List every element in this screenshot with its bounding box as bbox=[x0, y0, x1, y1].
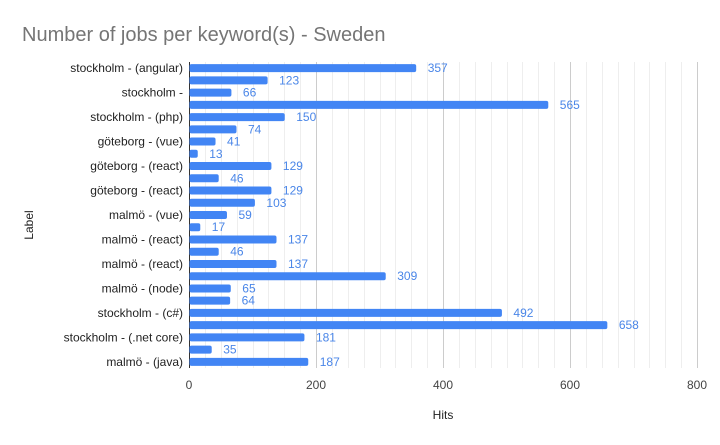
data-label: 129 bbox=[283, 184, 303, 198]
bar bbox=[189, 211, 227, 219]
category-label: göteborg - (react) bbox=[90, 159, 183, 173]
bar bbox=[189, 137, 216, 146]
bar bbox=[189, 308, 502, 317]
x-tick-label: 0 bbox=[186, 378, 193, 392]
bar bbox=[189, 235, 277, 244]
bar bbox=[189, 64, 417, 73]
chart-title: Number of jobs per keyword(s) - Sweden bbox=[22, 24, 385, 46]
data-label: 59 bbox=[238, 208, 252, 222]
category-label: malmö - (vue) bbox=[109, 208, 183, 222]
category-label: stockholm - bbox=[122, 86, 183, 100]
bar bbox=[189, 125, 237, 134]
bar bbox=[189, 113, 285, 122]
bar bbox=[189, 284, 231, 293]
data-label: 41 bbox=[227, 135, 241, 149]
category-label: göteborg - (vue) bbox=[98, 135, 183, 149]
bar bbox=[189, 333, 305, 342]
bar bbox=[189, 272, 386, 281]
data-label: 17 bbox=[212, 220, 226, 234]
bar bbox=[189, 186, 272, 195]
data-label: 64 bbox=[242, 294, 256, 308]
bar bbox=[189, 149, 198, 158]
data-label: 74 bbox=[248, 122, 262, 136]
category-label: göteborg - (react) bbox=[90, 184, 183, 198]
category-labels: stockholm - (angular) stockholm - stockhol… bbox=[64, 61, 183, 369]
x-tick-label: 400 bbox=[433, 378, 453, 392]
data-label: 13 bbox=[209, 147, 223, 161]
data-label: 46 bbox=[230, 245, 244, 259]
data-label: 66 bbox=[243, 86, 257, 100]
bar bbox=[189, 345, 212, 354]
data-label: 129 bbox=[283, 159, 303, 173]
x-tick-labels: 0 200 400 600 800 bbox=[186, 378, 708, 392]
bar bbox=[189, 88, 232, 97]
data-label: 65 bbox=[242, 281, 256, 295]
x-tick-label: 600 bbox=[560, 378, 580, 392]
bar bbox=[189, 223, 201, 232]
bar bbox=[189, 162, 272, 171]
bar bbox=[189, 198, 255, 207]
bar bbox=[189, 100, 549, 109]
data-label: 35 bbox=[223, 343, 237, 357]
category-label: stockholm - (php) bbox=[90, 110, 183, 124]
gridlines bbox=[189, 62, 698, 368]
category-label: stockholm - (c#) bbox=[98, 306, 183, 320]
category-label: malmö - (react) bbox=[102, 232, 183, 246]
bars bbox=[189, 64, 608, 366]
data-label: 137 bbox=[288, 257, 308, 271]
bar bbox=[189, 259, 277, 268]
data-label: 565 bbox=[560, 98, 580, 112]
bar bbox=[189, 357, 309, 366]
data-label: 309 bbox=[397, 269, 417, 283]
bar bbox=[189, 321, 608, 330]
category-label: malmö - (node) bbox=[102, 281, 183, 295]
category-label: stockholm - (.net core) bbox=[64, 330, 183, 344]
data-label: 187 bbox=[320, 355, 340, 369]
y-axis-title: Label bbox=[22, 210, 36, 239]
category-label: malmö - (java) bbox=[106, 355, 183, 369]
bar bbox=[189, 174, 219, 183]
category-label: malmö - (react) bbox=[102, 257, 183, 271]
bar bbox=[189, 76, 268, 85]
data-label: 357 bbox=[428, 61, 448, 75]
x-tick-label: 200 bbox=[306, 378, 326, 392]
x-axis-title: Hits bbox=[433, 408, 454, 422]
data-label: 181 bbox=[316, 330, 336, 344]
bar bbox=[189, 296, 231, 305]
bar bbox=[189, 247, 219, 256]
data-label: 492 bbox=[513, 306, 533, 320]
data-label: 150 bbox=[296, 110, 316, 124]
data-label: 46 bbox=[230, 171, 244, 185]
x-tick-label: 800 bbox=[687, 378, 707, 392]
data-label: 137 bbox=[288, 232, 308, 246]
data-label: 123 bbox=[279, 73, 299, 87]
data-label: 103 bbox=[266, 196, 286, 210]
data-label: 658 bbox=[619, 318, 639, 332]
data-labels: 3571236656515074411312946129103591713746… bbox=[209, 61, 639, 369]
category-label: stockholm - (angular) bbox=[70, 61, 183, 75]
